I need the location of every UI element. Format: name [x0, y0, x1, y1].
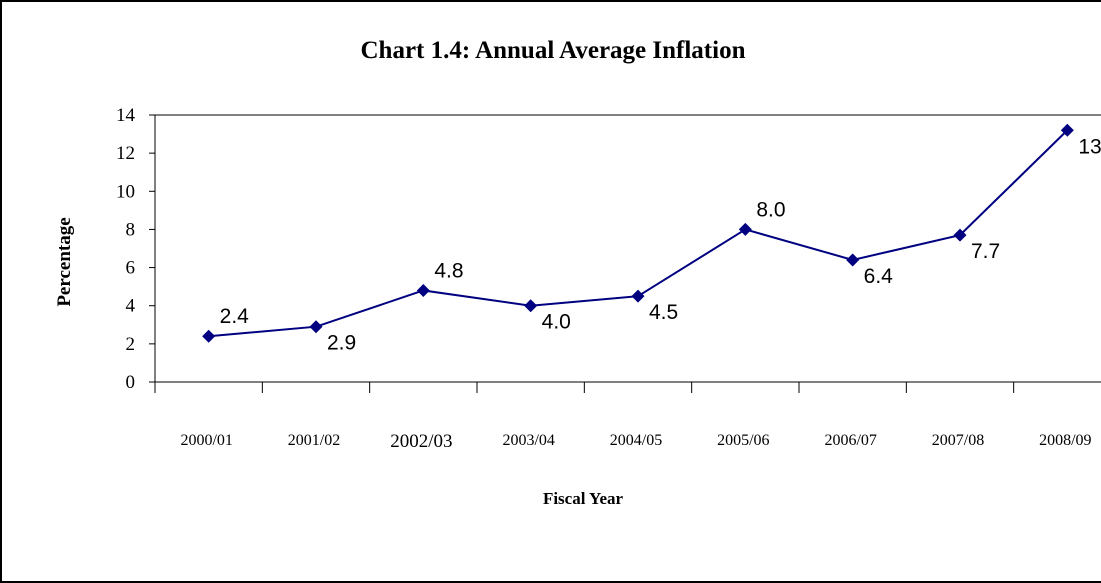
x-tick-label: 2005/06 — [717, 432, 769, 449]
chart-title: Chart 1.4: Annual Average Inflation — [361, 37, 746, 64]
data-label: 8.0 — [756, 198, 785, 221]
x-tick-label: 2007/08 — [932, 432, 984, 449]
data-label: 7.7 — [971, 240, 1000, 263]
data-label: 2.4 — [220, 305, 250, 328]
y-axis-label: Percentage — [54, 217, 75, 306]
x-tick-label: 2001/02 — [288, 432, 340, 449]
y-tick-label: 2 — [126, 334, 136, 355]
data-label: 2.9 — [327, 332, 356, 355]
data-label: 13.2 — [1078, 135, 1101, 158]
data-point-marker — [524, 299, 538, 313]
data-point-marker — [309, 320, 323, 334]
data-point-marker — [953, 228, 967, 242]
x-axis-label: Fiscal Year — [543, 489, 624, 508]
y-tick-label: 0 — [126, 372, 136, 393]
y-tick-label: 12 — [116, 143, 135, 164]
y-tick-label: 8 — [126, 219, 136, 240]
data-point-marker — [416, 283, 430, 297]
x-tick-label: 2006/07 — [824, 432, 876, 449]
y-tick-label: 14 — [116, 105, 136, 126]
data-point-marker — [738, 222, 752, 236]
x-tick-label: 2002/03 — [390, 431, 452, 452]
x-tick-label: 2008/09 — [1039, 432, 1091, 449]
data-label: 4.0 — [542, 311, 571, 334]
data-label: 6.4 — [864, 265, 894, 288]
x-tick-label: 2003/04 — [502, 432, 554, 449]
series-line — [208, 129, 1069, 338]
y-tick-label: 10 — [116, 181, 135, 202]
data-label: 4.5 — [649, 301, 678, 324]
data-point-marker — [202, 329, 216, 343]
series-layer: 2.4 2.9 4.8 4.0 4.5 8.0 6.4 7.7 13.2 — [202, 123, 1101, 355]
data-point-marker — [846, 253, 860, 267]
data-point-marker — [1060, 123, 1074, 137]
y-axis-ticks: 0 2 4 6 8 10 12 14 — [116, 105, 155, 393]
x-tick-label: 2000/01 — [180, 432, 232, 449]
y-tick-label: 4 — [126, 296, 136, 317]
x-axis-ticks: 2000/01 2001/02 2002/03 2003/04 2004/05 2005/… — [154, 382, 1092, 452]
data-point-marker — [631, 289, 645, 303]
x-tick-label: 2004/05 — [610, 432, 662, 449]
y-tick-label: 6 — [126, 258, 136, 279]
data-label: 4.8 — [434, 259, 463, 282]
